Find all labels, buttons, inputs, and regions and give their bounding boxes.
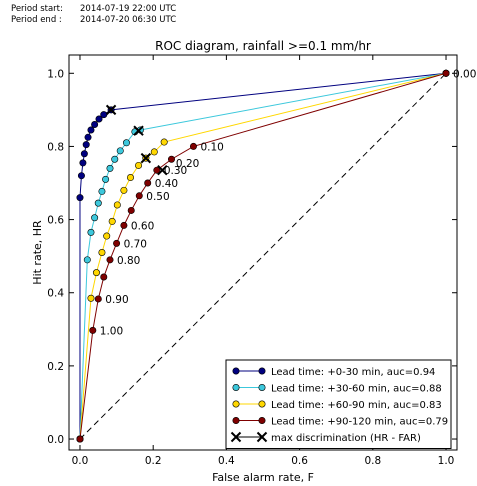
y-tick-label: 0.4 [47,288,64,300]
series-point-1 [77,172,85,180]
series-point-2 [87,228,95,236]
x-tick-label: 0.4 [218,455,235,467]
threshold-label: 0.60 [131,220,154,232]
series-point-3 [160,138,168,146]
series-point-4 [94,295,102,303]
period-end-label: Period end : [11,15,62,25]
x-tick-label: 0.6 [291,455,308,467]
series-point-1 [80,150,88,158]
series-point-1 [95,115,103,123]
series-point-3 [103,232,111,240]
threshold-label: 0.00 [453,68,476,80]
y-tick-label: 0.6 [47,215,64,227]
series-point-3 [135,161,143,169]
series-point-4 [113,239,121,247]
series-point-2 [98,187,106,195]
series-point-2 [91,214,99,222]
threshold-label: 0.90 [105,294,128,306]
series-point-3 [92,269,100,277]
legend-marker [258,367,266,375]
max-discrimination-marker [140,152,152,164]
series-point-4 [100,273,108,281]
series-point-1 [100,111,108,119]
series-point-4 [89,326,97,334]
series-point-1 [82,141,90,149]
max-discrimination-marker [133,125,144,136]
y-tick-label: 0.8 [47,141,64,153]
legend-marker [258,416,266,424]
period-end-value: 2014-07-20 06:30 UTC [80,15,177,25]
legend-marker [258,400,266,408]
series-point-2 [106,164,114,172]
no-skill-diagonal [79,72,447,440]
series-point-3 [120,186,128,194]
chart-title: ROC diagram, rainfall >=0.1 mm/hr [155,39,371,53]
legend-cross-marker [256,431,268,443]
legend-label: max discrimination (HR - FAR) [271,433,421,444]
series-point-1 [87,126,95,134]
series-point-3 [126,174,134,182]
series-point-1 [84,133,92,141]
legend-label: Lead time: +30-60 min, auc=0.88 [271,384,442,395]
series-point-4 [442,69,450,77]
max-discrimination-marker [105,104,117,116]
x-axis-label: False alarm rate, F [212,471,314,484]
series-point-4 [76,435,84,443]
series-point-4 [167,155,175,163]
series-point-2 [111,155,119,163]
y-tick-label: 0.0 [47,434,64,446]
series-point-2 [116,147,124,155]
threshold-label: 0.40 [155,178,178,190]
series-point-4 [144,179,152,187]
legend-marker [258,383,266,391]
series-point-1 [79,159,87,167]
x-tick-label: 0.0 [72,455,89,467]
series-point-4 [127,206,135,214]
x-tick-label: 0.8 [364,455,381,467]
y-tick-label: 1.0 [47,68,64,80]
period-start-value: 2014-07-19 22:00 UTC [80,4,177,14]
y-axis-label: Hit rate, HR [31,220,44,285]
legend: Lead time: +0-30 min, auc=0.94 Lead time:… [225,359,452,449]
series-point-2 [102,175,110,183]
period-start-label: Period start: [11,4,63,14]
plot-frame [68,54,458,451]
threshold-label: 0.10 [200,141,223,153]
threshold-label: 0.80 [117,255,140,267]
series-point-3 [150,148,158,156]
series-point-4 [135,192,143,200]
series-point-4 [189,142,197,150]
series-point-2 [122,139,130,147]
series-point-4 [120,221,128,229]
threshold-label: 0.20 [176,158,199,170]
threshold-label: 0.70 [124,238,147,250]
threshold-label: 0.30 [164,165,187,177]
series-point-3 [87,294,95,302]
legend-label: Lead time: +0-30 min, auc=0.94 [271,367,435,378]
legend-marker [232,400,240,408]
series-point-4 [153,166,161,174]
legend-marker [232,416,240,424]
x-tick-label: 1.0 [438,455,455,467]
series-point-3 [98,249,106,257]
series-point-3 [113,201,121,209]
series-point-2 [83,256,91,264]
series-point-2 [94,199,102,207]
series-point-4 [106,256,114,264]
max-discrimination-marker [157,165,168,176]
y-tick-label: 0.2 [47,361,64,373]
series-point-1 [76,194,84,202]
legend-marker [232,367,240,375]
legend-cross-marker [230,431,242,443]
legend-label: Lead time: +60-90 min, auc=0.83 [271,400,442,411]
legend-label: Lead time: +90-120 min, auc=0.79 [271,417,448,428]
series-point-1 [91,120,99,128]
threshold-label: 1.00 [100,325,123,337]
threshold-label: 0.50 [146,191,169,203]
legend-marker [232,383,240,391]
series-point-3 [108,217,116,225]
period-info: Period start: 2014-07-19 22:00 UTC Perio… [11,4,176,26]
x-tick-label: 0.2 [145,455,162,467]
